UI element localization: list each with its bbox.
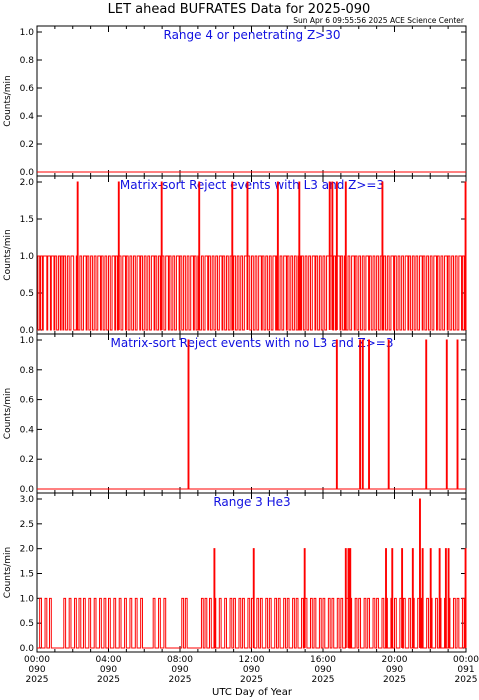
y-tick-label: 1.0 (20, 252, 35, 262)
panel-label: Matrix-sort Reject events with no L3 and… (111, 336, 394, 350)
y-tick-label: 1.5 (20, 570, 34, 580)
x-tick-doy: 090 (314, 665, 331, 675)
panel-4: 0.0 0.5 1.0 1.5 2.0 2.5 3.0 Counts/min Range 3 H… (3, 492, 467, 654)
y-tick-label: 2.5 (20, 520, 34, 530)
y-tick-label: 0.2 (20, 455, 34, 465)
panel-label: Matrix-sort Reject events with L3 and Z>… (120, 178, 384, 192)
x-tick-year: 2025 (26, 675, 49, 685)
x-tick-time: 16:00 (310, 655, 336, 665)
y-tick-label: 0.8 (20, 366, 35, 376)
x-tick-year: 2025 (312, 675, 335, 685)
panel-3: 0.0 0.2 0.4 0.6 0.8 1.0 Counts/min Matrix-sort … (3, 333, 467, 495)
y-axis-label: Counts/min (3, 75, 13, 126)
y-tick-label: 2.0 (20, 178, 35, 188)
x-tick-year: 2025 (240, 675, 263, 685)
panel-label: Range 4 or penetrating Z>30 (164, 28, 341, 42)
y-tick-label: 0.6 (20, 396, 35, 406)
x-tick-year: 2025 (169, 675, 192, 685)
data-series-line (37, 339, 466, 490)
y-tick-label: 0.0 (20, 644, 35, 654)
data-series-line (37, 181, 467, 331)
y-tick-label: 0.8 (20, 56, 35, 66)
panel-frame (36, 333, 467, 494)
y-tick-label: 0.6 (20, 84, 35, 94)
y-tick-label: 1.0 (20, 336, 35, 346)
x-tick-doy: 090 (100, 665, 117, 675)
y-tick-label: 0.5 (20, 289, 34, 299)
y-tick-label: 0.4 (20, 425, 35, 435)
x-tick-year: 2025 (97, 675, 120, 685)
x-tick-time: 20:00 (382, 655, 408, 665)
y-tick-label: 2.0 (20, 545, 35, 555)
y-tick-label: 0.0 (20, 168, 35, 178)
data-series-line (37, 498, 467, 649)
x-axis-label: UTC Day of Year (212, 687, 293, 698)
y-tick-label: 0.2 (20, 140, 34, 150)
x-tick-doy: 091 (457, 665, 474, 675)
panel-frame (36, 25, 467, 177)
y-axis-label: Counts/min (3, 388, 13, 439)
panel-2: 0.0 0.5 1.0 1.5 2.0 Counts/min Matrix-sort Rej… (3, 175, 467, 336)
x-axis-labels: 00:00090202504:00090202508:00090202512:0… (24, 655, 479, 685)
y-tick-label: 1.5 (20, 215, 34, 225)
x-tick-doy: 090 (171, 665, 188, 675)
panel-1: 0.0 0.2 0.4 0.6 0.8 1.0 Counts/min Range 4 or p… (3, 25, 467, 178)
x-tick-time: 00:00 (24, 655, 50, 665)
x-tick-time: 08:00 (167, 655, 193, 665)
panels-group: 0.0 0.2 0.4 0.6 0.8 1.0 Counts/min Range 4 or p… (3, 25, 467, 654)
x-tick-time: 12:00 (239, 655, 265, 665)
y-tick-label: 0.5 (20, 619, 34, 629)
x-tick-doy: 090 (243, 665, 260, 675)
generation-timestamp: Sun Apr 6 09:55:56 2025 ACE Science Cent… (293, 16, 465, 25)
y-tick-label: 0.0 (20, 485, 35, 495)
x-tick-time: 00:00 (453, 655, 479, 665)
x-tick-year: 2025 (455, 675, 478, 685)
x-tick-year: 2025 (383, 675, 406, 685)
x-tick-doy: 090 (386, 665, 403, 675)
y-axis-label: Counts/min (3, 547, 13, 598)
y-tick-label: 0.4 (20, 112, 35, 122)
x-tick-time: 04:00 (96, 655, 122, 665)
y-axis-label: Counts/min (3, 229, 13, 280)
figure-title: LET ahead BUFRATES Data for 2025-090 (108, 2, 371, 17)
y-tick-label: 3.0 (20, 495, 35, 505)
y-tick-label: 1.0 (20, 28, 35, 38)
y-tick-label: 1.0 (20, 594, 35, 604)
x-tick-doy: 090 (28, 665, 45, 675)
panel-label: Range 3 He3 (213, 495, 290, 509)
y-tick-label: 0.0 (20, 326, 35, 336)
